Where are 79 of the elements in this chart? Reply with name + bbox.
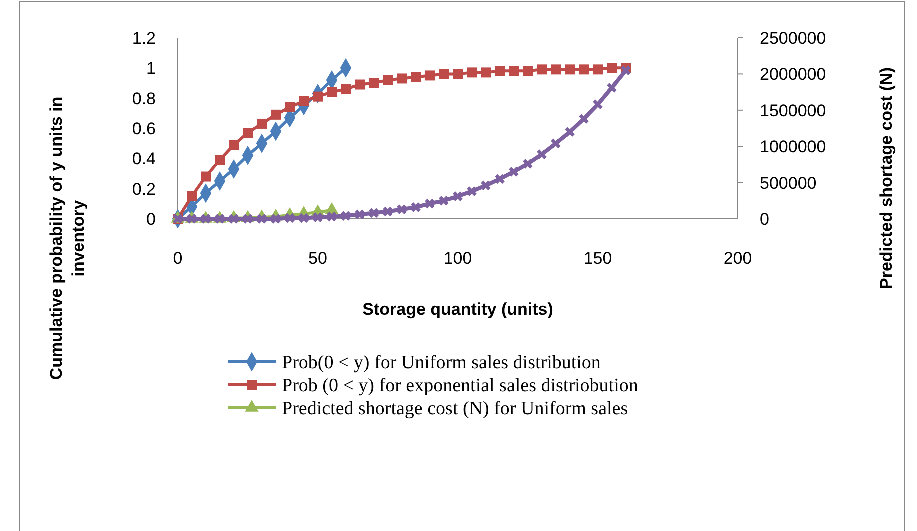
point: [383, 75, 393, 86]
point: [523, 159, 533, 169]
point: [355, 80, 365, 90]
point: [201, 172, 211, 182]
x-tick-label: 200: [724, 249, 752, 268]
point: [215, 155, 225, 166]
point: [453, 69, 463, 80]
point: [383, 206, 393, 217]
x-axis-title: Storage quantity (units): [362, 300, 554, 319]
point: [607, 63, 617, 74]
point: [327, 87, 337, 98]
point: [481, 68, 491, 78]
point: [341, 211, 351, 222]
y2-tick-label: 2000000: [760, 65, 826, 84]
point: [397, 204, 407, 214]
point: [551, 64, 561, 75]
point: [523, 66, 533, 76]
point: [271, 110, 281, 120]
point: [607, 83, 617, 93]
point: [425, 198, 435, 209]
point: [229, 140, 239, 150]
point: [425, 70, 435, 81]
y-tick-label: 0: [146, 210, 156, 229]
y-tick-label: 0.8: [132, 89, 156, 108]
y-axis-title: Cumulative probability of y units in inventory: [47, 96, 88, 380]
point: [285, 213, 295, 224]
x-tick-label: 100: [444, 249, 472, 268]
point: [537, 150, 547, 160]
point: [369, 78, 379, 88]
y-tick-label: 0.4: [132, 150, 156, 169]
x-tick-label: 0: [173, 249, 183, 268]
point: [537, 64, 547, 75]
point: [621, 66, 631, 76]
legend-label: Predicted shortage cost (N) for Uniform sales: [282, 398, 628, 420]
y-tick-label: 1.2: [132, 28, 156, 48]
point: [411, 202, 421, 212]
point: [467, 186, 477, 196]
y2-tick-label: 1500000: [760, 101, 826, 120]
point: [439, 69, 449, 80]
point: [551, 138, 561, 149]
y2-tick-label: 2500000: [760, 28, 826, 48]
x-tick-label: 50: [308, 249, 328, 268]
point: [593, 64, 603, 75]
point: [397, 74, 407, 84]
y2-axis-title: Predicted shortage cost (N): [877, 68, 896, 290]
point: [439, 196, 449, 206]
point: [467, 68, 477, 78]
point: [411, 72, 421, 82]
point: [341, 84, 351, 94]
point: [453, 192, 463, 202]
point: [579, 64, 589, 75]
point: [271, 214, 281, 224]
point: [593, 100, 603, 110]
point: [481, 180, 491, 191]
point: [243, 128, 253, 138]
point: [299, 213, 309, 224]
point: [313, 212, 323, 222]
point: [327, 212, 337, 222]
y2-tick-label: 0: [760, 210, 770, 229]
point: [187, 191, 197, 202]
y2-tick-label: 1000000: [760, 138, 826, 157]
legend-label: Prob(0 < y) for Uniform sales distribution: [282, 352, 602, 374]
y-tick-label: 0.6: [132, 119, 156, 138]
point: [257, 118, 267, 129]
point: [565, 127, 575, 138]
y2-tick-label: 500000: [760, 174, 817, 193]
y-tick-label: 1: [146, 59, 156, 78]
point: [369, 208, 379, 218]
point: [579, 114, 589, 124]
x-tick-label: 150: [584, 249, 612, 268]
y-tick-label: 0.2: [132, 180, 156, 199]
point: [495, 174, 505, 184]
point: [509, 167, 519, 177]
point: [509, 66, 519, 76]
point: [495, 66, 505, 76]
point: [285, 102, 295, 112]
point: [355, 210, 365, 220]
legend-label: Prob (0 < y) for exponential sales distriobution: [282, 376, 639, 397]
point: [565, 64, 575, 75]
